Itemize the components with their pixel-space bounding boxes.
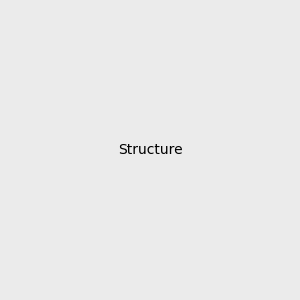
Text: Structure: Structure [118,143,182,157]
